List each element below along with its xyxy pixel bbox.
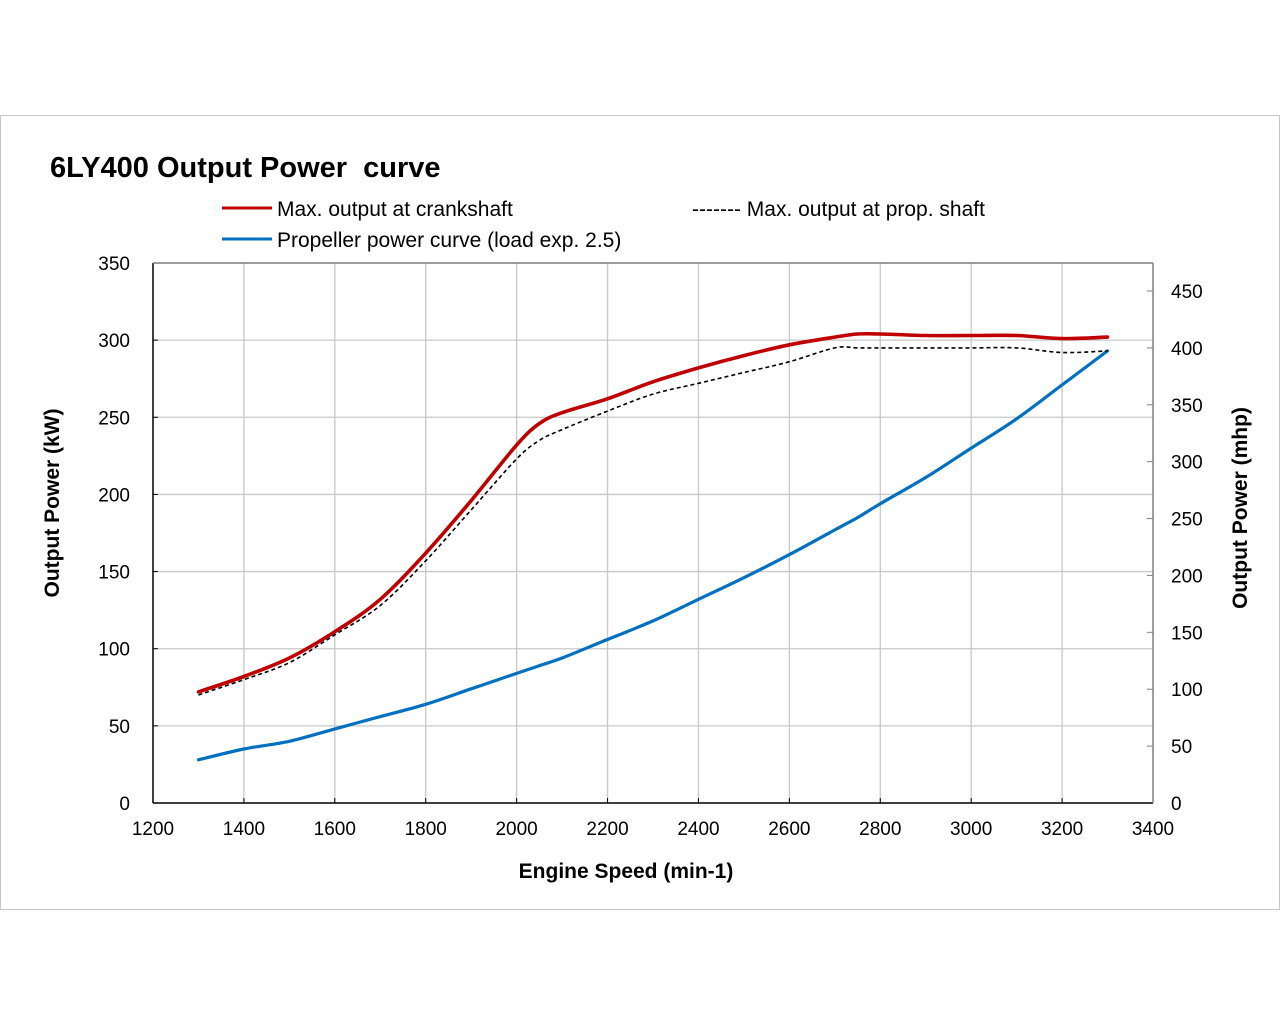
series-lines: [196, 331, 1110, 762]
axes: [152, 262, 1154, 804]
series-line-prop-shaft: [198, 346, 1108, 696]
y2-tick-label: 300: [1171, 453, 1203, 474]
legend-label-prop-shaft: ------- Max. output at prop. shaft: [692, 198, 985, 221]
x-tick-label: 2400: [677, 819, 719, 840]
y-tick-label: 250: [98, 408, 130, 429]
x-tick-label: 2800: [859, 819, 901, 840]
y-tick-label: 350: [98, 254, 130, 275]
legend-label-propeller: Propeller power curve (load exp. 2.5): [277, 229, 621, 252]
x-tick-label: 2600: [768, 819, 810, 840]
y2-tick-label: 350: [1171, 396, 1203, 417]
y-tick-label: 50: [109, 717, 130, 738]
y-tick-label: 100: [98, 640, 130, 661]
x-tick-label: 3400: [1132, 819, 1174, 840]
x-tick-label: 2200: [586, 819, 628, 840]
y2-tick-label: 400: [1171, 339, 1203, 360]
y2-tick-label: 450: [1171, 282, 1203, 303]
x-tick-label: 2000: [495, 819, 537, 840]
x-tick-label: 1800: [405, 819, 447, 840]
x-axis-title: Engine Speed (min-1): [519, 860, 734, 883]
y-axis-title: Output Power (kW): [41, 409, 64, 598]
y2-axis-title: Output Power (mhp): [1229, 407, 1252, 609]
x-tick-label: 3200: [1041, 819, 1083, 840]
legend-label-crankshaft: Max. output at crankshaft: [277, 198, 513, 221]
x-tick-label: 1200: [132, 819, 174, 840]
series-line-crankshaft: [196, 331, 1110, 694]
x-tick-label: 1600: [314, 819, 356, 840]
tick-labels: 1200 1400 1600 1800 2000 2200 2400 2600 2800 3000…: [98, 254, 1202, 840]
y2-tick-label: 0: [1171, 794, 1182, 815]
y2-tick-label: 200: [1171, 566, 1203, 587]
y-tick-label: 0: [119, 794, 130, 815]
y2-tick-label: 50: [1171, 737, 1192, 758]
y2-tick-label: 100: [1171, 680, 1203, 701]
legend: Max. output at crankshaft ------- Max. o…: [222, 198, 985, 252]
y2-tick-label: 250: [1171, 510, 1203, 531]
x-tick-label: 1400: [223, 819, 265, 840]
chart-title: 6LY400 Output Power curve: [50, 152, 441, 184]
y2-tick-label: 150: [1171, 623, 1203, 644]
gridlines: [153, 262, 1153, 803]
x-tick-label: 3000: [950, 819, 992, 840]
series-line-propeller: [196, 349, 1110, 762]
y-tick-label: 300: [98, 331, 130, 352]
y-tick-label: 200: [98, 485, 130, 506]
y-tick-label: 150: [98, 563, 130, 584]
